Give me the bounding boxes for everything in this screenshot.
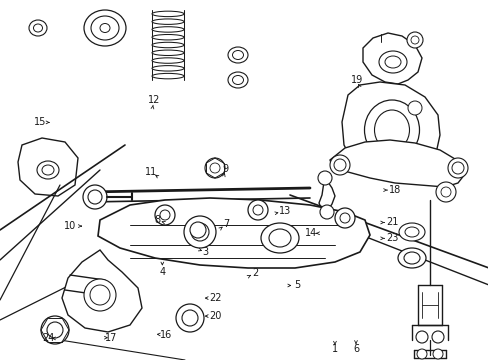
Circle shape (183, 216, 216, 248)
Circle shape (191, 223, 208, 241)
Circle shape (319, 205, 333, 219)
Ellipse shape (404, 227, 418, 237)
Circle shape (339, 213, 349, 223)
Text: 23: 23 (385, 233, 398, 243)
Ellipse shape (398, 223, 424, 241)
Circle shape (329, 155, 349, 175)
Text: 19: 19 (350, 75, 363, 85)
Ellipse shape (152, 42, 183, 48)
Circle shape (406, 32, 422, 48)
Circle shape (334, 208, 354, 228)
Ellipse shape (227, 72, 247, 88)
Polygon shape (98, 198, 369, 268)
Circle shape (190, 222, 205, 238)
Circle shape (416, 349, 426, 359)
Circle shape (431, 331, 443, 343)
Ellipse shape (364, 100, 419, 160)
Circle shape (333, 159, 346, 171)
Text: 13: 13 (278, 206, 290, 216)
Text: 1: 1 (331, 344, 337, 354)
Text: 2: 2 (252, 268, 258, 278)
Circle shape (410, 36, 418, 44)
Circle shape (204, 158, 224, 178)
Circle shape (247, 200, 267, 220)
Ellipse shape (152, 50, 183, 55)
Text: 3: 3 (202, 247, 208, 257)
Ellipse shape (152, 35, 183, 40)
Text: 15: 15 (34, 117, 47, 127)
Ellipse shape (152, 11, 183, 17)
Ellipse shape (403, 252, 419, 264)
Ellipse shape (152, 73, 183, 79)
Text: 12: 12 (147, 95, 160, 105)
Ellipse shape (152, 19, 183, 24)
Ellipse shape (91, 16, 119, 40)
Circle shape (84, 279, 116, 311)
Ellipse shape (34, 24, 42, 32)
Ellipse shape (152, 66, 183, 71)
Text: 21: 21 (385, 217, 398, 228)
Polygon shape (341, 82, 439, 180)
Circle shape (90, 285, 110, 305)
Text: 11: 11 (144, 167, 157, 177)
Ellipse shape (397, 248, 425, 268)
Text: 5: 5 (294, 280, 300, 291)
Ellipse shape (152, 58, 183, 63)
Text: 20: 20 (208, 311, 221, 321)
Circle shape (160, 210, 170, 220)
Circle shape (435, 182, 455, 202)
Ellipse shape (42, 165, 54, 175)
Text: 6: 6 (352, 344, 358, 354)
Ellipse shape (232, 50, 243, 59)
Ellipse shape (37, 161, 59, 179)
Polygon shape (18, 138, 78, 196)
Ellipse shape (384, 56, 400, 68)
Text: 24: 24 (42, 333, 55, 343)
Circle shape (88, 190, 102, 204)
Circle shape (415, 331, 427, 343)
Ellipse shape (29, 20, 47, 36)
Text: 18: 18 (388, 185, 401, 195)
Text: 16: 16 (160, 330, 172, 340)
Text: 9: 9 (223, 164, 228, 174)
Circle shape (182, 310, 198, 326)
Ellipse shape (84, 10, 126, 46)
Polygon shape (329, 140, 464, 187)
Circle shape (440, 187, 450, 197)
Circle shape (317, 171, 331, 185)
Circle shape (432, 349, 442, 359)
Text: 17: 17 (105, 333, 118, 343)
Circle shape (356, 152, 372, 168)
Ellipse shape (378, 51, 406, 73)
Circle shape (83, 185, 107, 209)
Circle shape (176, 304, 203, 332)
Circle shape (41, 316, 69, 344)
Circle shape (407, 101, 421, 115)
Ellipse shape (374, 110, 408, 150)
Circle shape (451, 162, 463, 174)
Text: 4: 4 (159, 267, 165, 277)
Circle shape (47, 322, 63, 338)
Text: 8: 8 (154, 215, 160, 225)
Ellipse shape (152, 27, 183, 32)
Polygon shape (362, 33, 421, 84)
Text: 22: 22 (208, 293, 221, 303)
Circle shape (447, 158, 467, 178)
Ellipse shape (261, 223, 298, 253)
Text: 10: 10 (64, 221, 77, 231)
Text: 14: 14 (304, 228, 317, 238)
Circle shape (209, 163, 220, 173)
Polygon shape (62, 250, 142, 332)
Ellipse shape (232, 76, 243, 85)
Text: 7: 7 (223, 219, 228, 229)
Circle shape (252, 205, 263, 215)
Circle shape (360, 156, 368, 164)
Ellipse shape (100, 23, 110, 32)
Circle shape (155, 205, 175, 225)
Ellipse shape (227, 47, 247, 63)
Ellipse shape (268, 229, 290, 247)
